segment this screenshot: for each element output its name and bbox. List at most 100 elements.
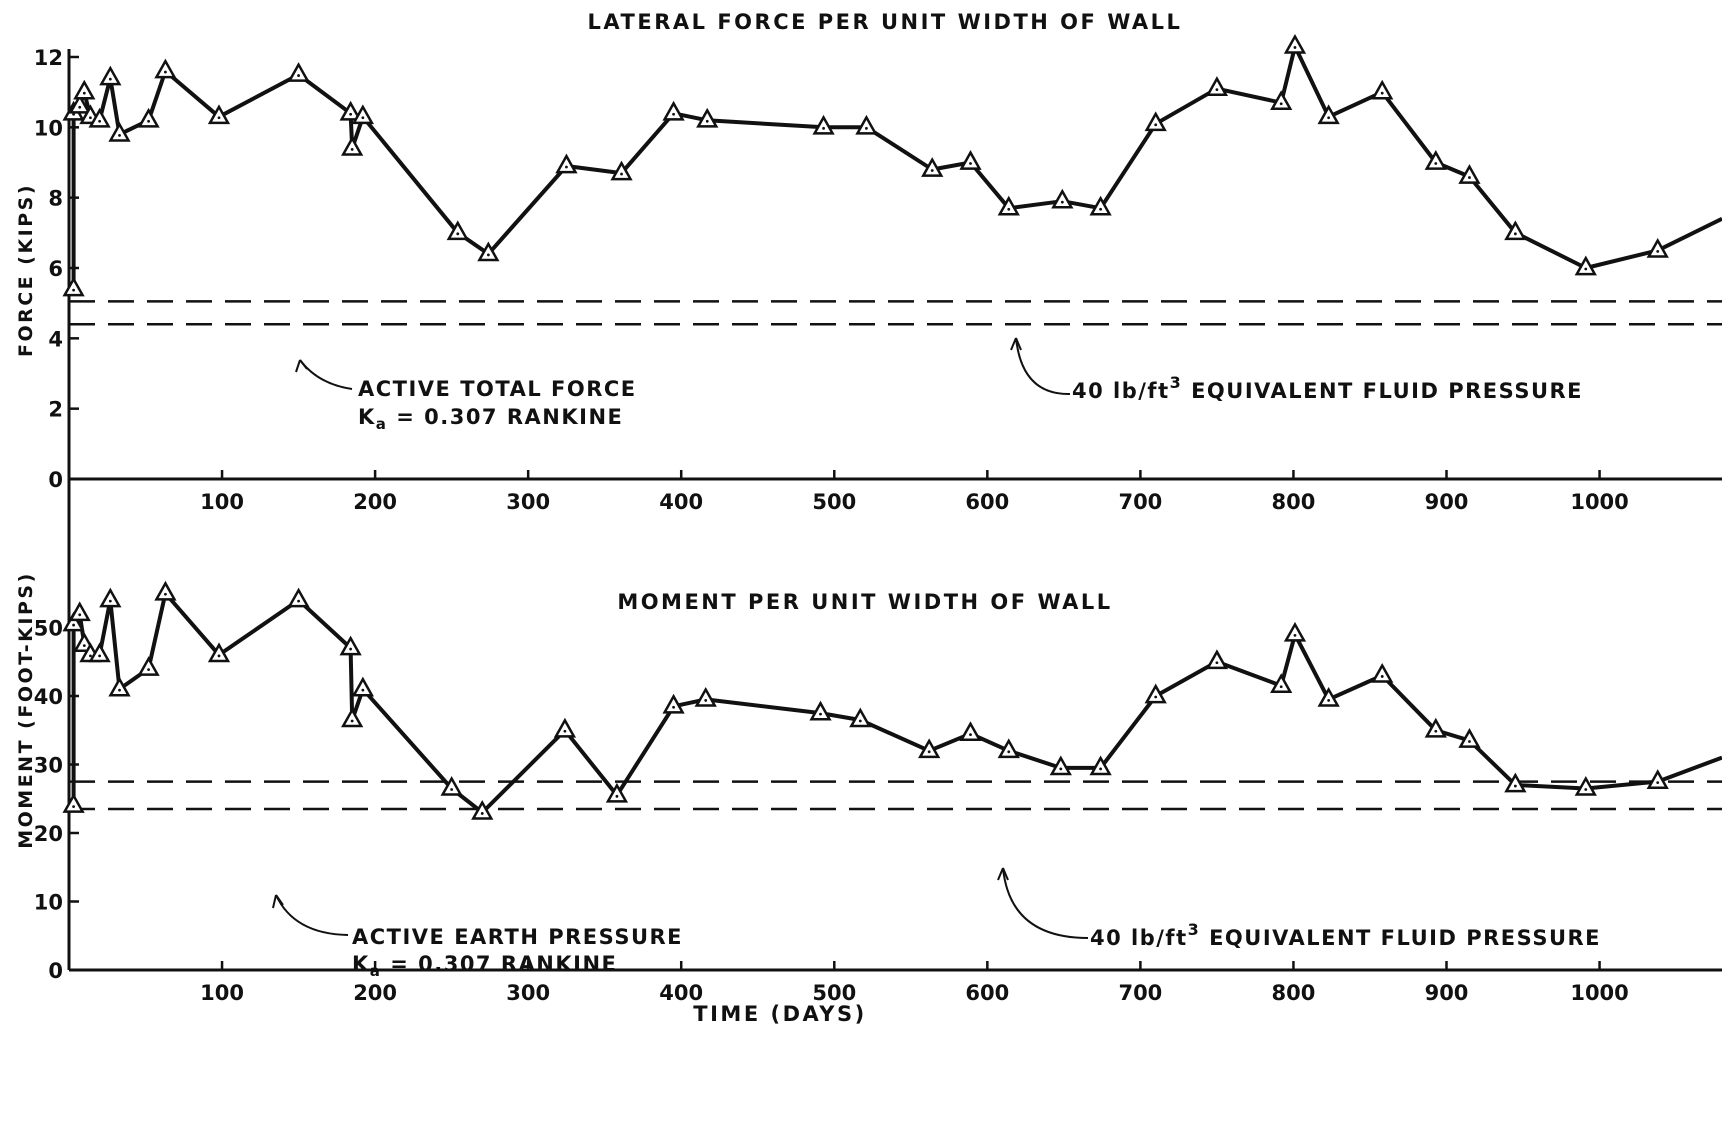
moment-data-point	[1205, 649, 1229, 670]
fluid-moment-arrowhead-icon	[997, 867, 1009, 881]
moment-data-point	[1283, 621, 1307, 642]
force-data-point	[812, 114, 835, 135]
moment-data-point-dot	[108, 599, 112, 603]
force-data-point	[1283, 33, 1307, 54]
force-chart-title: LATERAL FORCE PER UNIT WIDTH OF WALL	[588, 10, 1183, 34]
force-y-tick-label: 0	[48, 468, 63, 492]
force-data-point	[855, 114, 878, 135]
moment-y-tick-label: 0	[48, 959, 63, 983]
moment-data-point	[997, 738, 1020, 759]
force-data-point-dot	[620, 172, 623, 176]
moment-data-point-dot	[563, 729, 567, 733]
force-data-point-dot	[1060, 200, 1064, 204]
force-data-point	[62, 276, 85, 297]
moment-y-axis-label: MOMENT (FOOT-KIPS)	[15, 571, 37, 849]
force-x-tick-label: 300	[506, 490, 550, 514]
force-data-point-dot	[1215, 88, 1219, 92]
force-data-point-dot	[1007, 207, 1011, 211]
fluid-moment-label: 40 lb/ft3 EQUIVALENT FLUID PRESSURE	[1090, 920, 1601, 950]
force-data-point	[73, 79, 96, 100]
moment-data-point	[1371, 662, 1394, 683]
force-data-point	[341, 135, 364, 156]
moment-data-point-dot	[969, 733, 972, 737]
force-data-point-dot	[72, 112, 75, 116]
active-moment-label: ACTIVE EARTH PRESSURE	[352, 925, 683, 949]
force-data-point-dot	[350, 148, 354, 151]
force-data-point	[1646, 237, 1669, 258]
moment-data-point-dot	[1513, 784, 1517, 788]
force-data-point-dot	[705, 119, 709, 123]
active-force-leader-line	[299, 359, 353, 390]
moment-data-point-dot	[704, 699, 708, 702]
force-data-point	[1051, 188, 1074, 209]
moment-data-point	[918, 738, 941, 759]
moment-data-point	[68, 601, 91, 622]
moment-data-point	[99, 587, 122, 608]
markers-layer	[62, 33, 1669, 820]
force-x-tick-label: 600	[965, 490, 1009, 514]
moment-x-tick-label: 200	[353, 981, 397, 1005]
force-data-point-dot	[865, 126, 868, 130]
force-data-point	[610, 160, 633, 181]
force-data-point-dot	[118, 133, 121, 137]
force-x-tick-label: 1000	[1570, 490, 1628, 514]
moment-data-point-dot	[78, 613, 82, 617]
moment-x-tick-label: 900	[1425, 981, 1469, 1005]
moment-data-point-dot	[1007, 750, 1011, 754]
moment-y-tick-label: 30	[34, 754, 63, 778]
moment-x-tick-label: 800	[1272, 981, 1316, 1005]
moment-data-point-dot	[1154, 695, 1158, 699]
force-data-point	[662, 100, 685, 121]
moment-data-point	[471, 799, 494, 820]
moment-data-point-dot	[217, 654, 221, 658]
force-x-tick-label: 200	[353, 490, 397, 514]
force-data-point-dot	[1279, 102, 1283, 106]
force-x-tick-label: 800	[1272, 490, 1316, 514]
force-data-point	[99, 65, 122, 86]
force-y-tick-label: 10	[34, 116, 63, 140]
moment-data-point-dot	[1279, 685, 1283, 689]
x-axis-label: TIME (DAYS)	[693, 1002, 866, 1026]
moment-data-point	[1270, 673, 1293, 694]
force-y-tick-label: 2	[48, 398, 63, 422]
force-y-axis-label: FORCE (KIPS)	[15, 183, 37, 357]
moment-data-point-dot	[118, 688, 121, 692]
force-data-point-dot	[1380, 91, 1384, 95]
moment-data-point	[207, 642, 231, 663]
force-data-point	[1089, 195, 1112, 216]
active-force-label: ACTIVE TOTAL FORCE	[358, 377, 637, 401]
moment-data-point-dot	[82, 644, 86, 648]
moment-data-point	[605, 782, 629, 803]
force-data-point-dot	[1293, 46, 1297, 49]
force-data-point-dot	[82, 91, 86, 95]
force-data-point-dot	[1327, 116, 1331, 120]
moment-data-point	[1504, 772, 1527, 793]
force-data-point-dot	[217, 116, 221, 120]
moment-data-point	[341, 707, 364, 728]
force-data-point	[1144, 111, 1167, 132]
force-data-point-dot	[72, 288, 75, 292]
force-series-line	[71, 44, 1722, 290]
moment-data-point	[62, 793, 85, 813]
force-data-point	[351, 104, 375, 125]
force-data-point	[1371, 79, 1394, 100]
moment-data-point	[1317, 686, 1340, 707]
moment-data-point	[154, 580, 177, 601]
moment-data-point	[339, 635, 362, 656]
force-data-point	[446, 220, 469, 241]
force-data-point	[339, 100, 362, 121]
moment-data-point-dot	[1215, 661, 1219, 665]
reference-lines-layer	[69, 300, 1722, 811]
force-data-point	[1504, 220, 1527, 241]
force-data-point-dot	[930, 169, 934, 172]
fluid-moment-leader-line	[1002, 867, 1089, 939]
moment-chart-title: MOMENT PER UNIT WIDTH OF WALL	[617, 590, 1112, 614]
moment-data-point	[1574, 776, 1597, 796]
moment-data-point	[959, 721, 982, 742]
fluid-force-arrowhead-icon	[1010, 337, 1022, 351]
force-data-point	[696, 107, 719, 128]
force-data-point	[154, 58, 177, 79]
moment-data-point	[1646, 769, 1669, 789]
